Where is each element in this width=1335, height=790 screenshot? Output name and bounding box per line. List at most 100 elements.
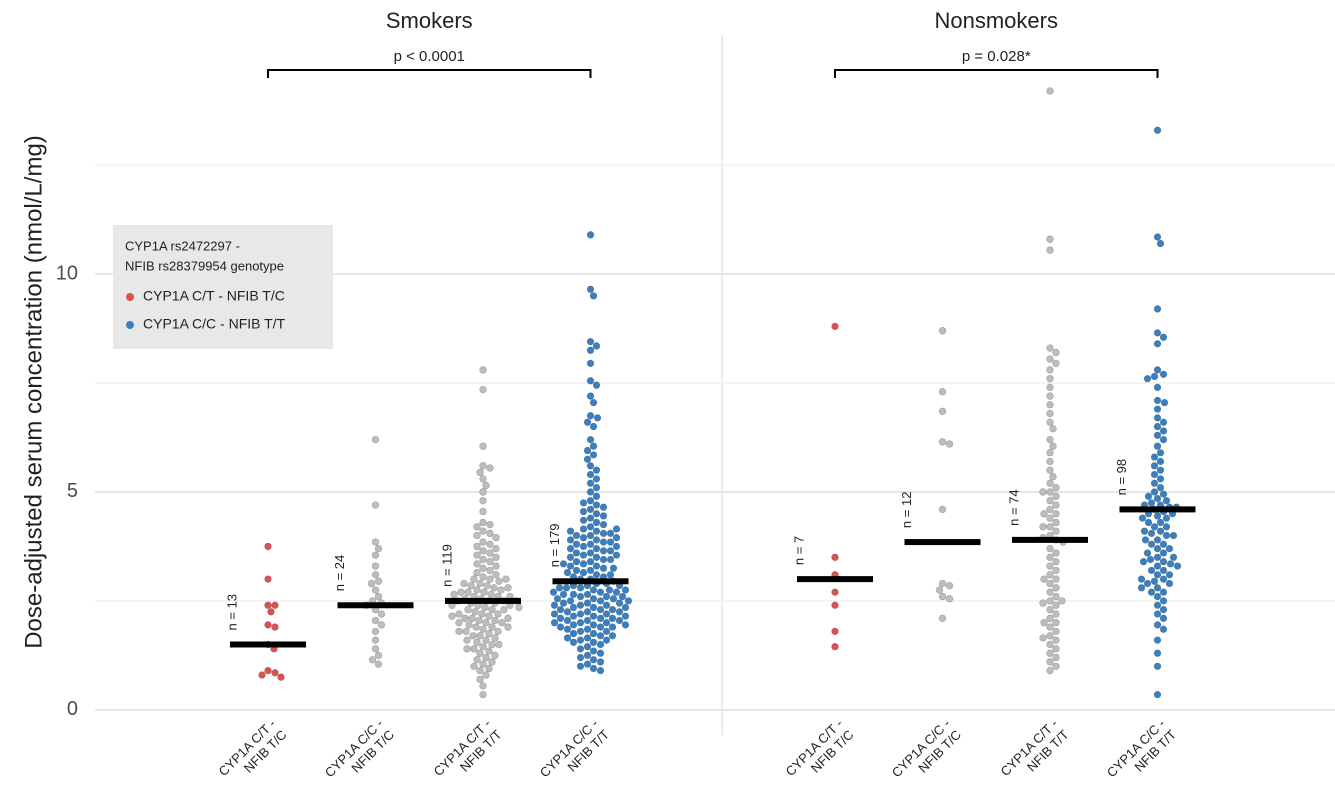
data-point: [1153, 544, 1162, 553]
data-point: [586, 505, 595, 514]
data-point: [486, 575, 494, 583]
data-point: [579, 568, 588, 577]
data-point: [473, 568, 481, 577]
legend-swatch: [126, 293, 134, 301]
data-point: [563, 634, 572, 642]
data-point: [606, 547, 615, 555]
data-point: [583, 625, 592, 633]
data-point: [579, 499, 588, 507]
data-point: [1052, 645, 1060, 653]
data-point: [586, 531, 595, 540]
data-point: [1052, 618, 1060, 627]
p-value-annotation: p = 0.028*: [962, 48, 1031, 65]
data-point: [576, 618, 585, 627]
data-point: [596, 658, 605, 666]
data-point: [460, 579, 468, 588]
data-point: [593, 414, 602, 422]
data-point: [566, 562, 575, 570]
data-point: [492, 544, 500, 553]
data-point: [608, 614, 617, 623]
data-point: [1040, 618, 1048, 627]
data-point: [491, 651, 499, 660]
data-point: [550, 610, 559, 618]
data-point: [586, 435, 595, 444]
y-tick-label: 5: [67, 480, 78, 502]
data-point: [576, 584, 585, 592]
data-point: [482, 636, 490, 644]
data-point: [550, 601, 559, 609]
data-point: [589, 451, 598, 459]
data-point: [612, 525, 621, 533]
data-point: [371, 435, 380, 444]
data-point: [1153, 649, 1162, 657]
data-point: [599, 520, 608, 529]
data-point: [479, 366, 487, 374]
data-point: [1046, 457, 1054, 466]
data-point: [1046, 392, 1054, 400]
data-point: [368, 656, 377, 664]
data-point: [576, 610, 585, 618]
data-point: [485, 612, 493, 620]
data-point: [579, 525, 588, 533]
data-point: [374, 577, 383, 585]
data-point: [476, 468, 484, 477]
data-point: [1159, 575, 1168, 583]
data-point: [1165, 579, 1174, 588]
data-point: [1144, 492, 1153, 501]
data-point: [1046, 479, 1054, 487]
data-point: [486, 520, 494, 529]
data-point: [596, 623, 605, 631]
data-point: [371, 586, 380, 594]
data-point: [592, 510, 601, 518]
data-point: [583, 608, 592, 616]
data-point: [1046, 632, 1054, 640]
data-point: [586, 479, 595, 487]
data-point: [586, 359, 595, 368]
data-point: [479, 488, 487, 496]
data-point: [473, 542, 481, 551]
data-point: [1147, 540, 1156, 548]
data-point: [1143, 579, 1152, 588]
data-point: [589, 603, 598, 612]
data-point: [492, 553, 500, 562]
data-point: [586, 540, 595, 548]
data-point: [371, 538, 380, 546]
data-point: [1058, 597, 1066, 605]
data-point: [553, 595, 562, 603]
data-point: [589, 398, 598, 407]
data-point: [583, 418, 592, 426]
data-point: [1153, 405, 1162, 413]
data-point: [465, 621, 473, 629]
data-point: [492, 534, 500, 542]
data-point: [1046, 553, 1054, 562]
data-point: [563, 568, 572, 577]
data-point: [586, 346, 595, 355]
data-point: [1153, 571, 1162, 579]
data-point: [596, 632, 605, 640]
data-point: [572, 531, 581, 540]
y-axis-label: Dose-adjusted serum concentration (nmol/…: [20, 135, 47, 649]
data-point: [569, 621, 578, 629]
data-point: [448, 612, 456, 620]
data-point: [592, 518, 601, 527]
data-point: [596, 588, 605, 596]
data-point: [831, 642, 839, 651]
data-point: [473, 586, 481, 594]
data-point: [1140, 527, 1149, 535]
data-point: [457, 588, 465, 596]
data-point: [1046, 571, 1054, 579]
data-point: [264, 575, 272, 583]
data-point: [1046, 366, 1054, 374]
data-point: [374, 592, 383, 601]
data-point: [556, 623, 565, 631]
data-point: [455, 618, 463, 627]
data-point: [470, 645, 478, 653]
data-point: [264, 601, 272, 609]
data-point: [596, 649, 605, 657]
data-point: [479, 475, 487, 483]
data-point: [1040, 575, 1048, 583]
data-point: [371, 551, 380, 559]
data-point: [488, 640, 496, 649]
data-point: [583, 642, 592, 651]
data-point: [479, 690, 487, 699]
